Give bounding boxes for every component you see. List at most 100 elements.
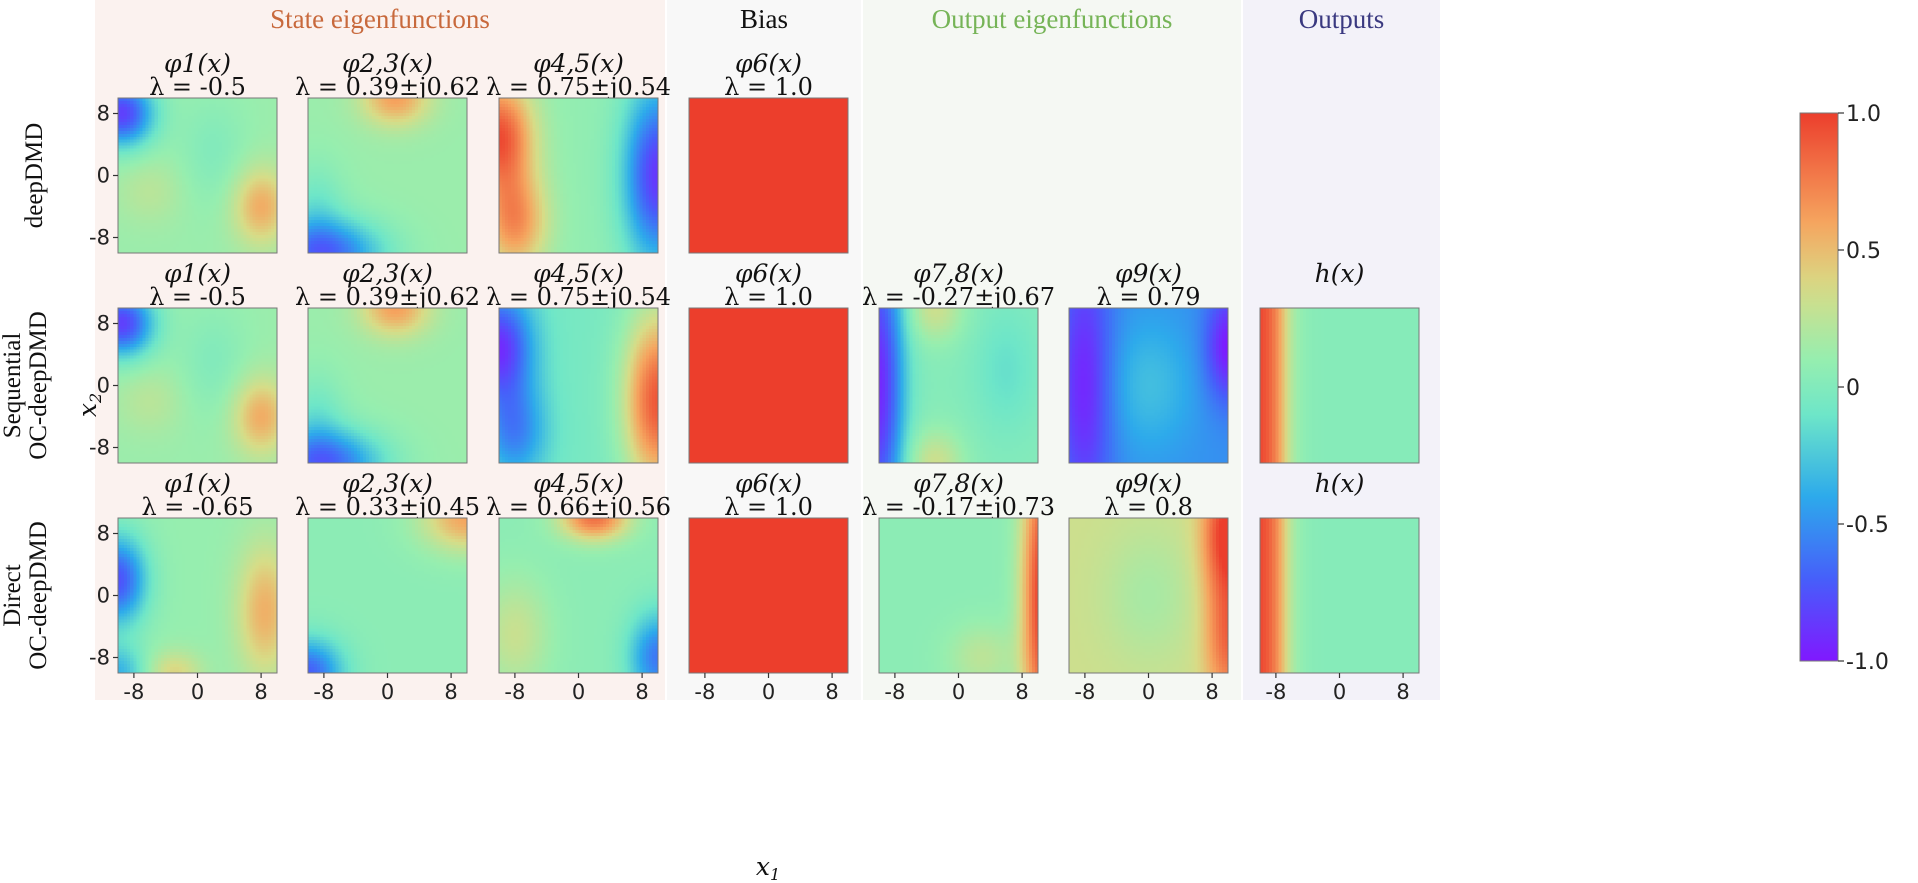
panel-function-label: φ6(x) xyxy=(735,469,802,498)
panel-eigenvalue-label: λ = -0.5 xyxy=(149,283,246,311)
heatmap-cells xyxy=(879,518,1039,674)
x-tick-label: 0 xyxy=(952,680,965,704)
x-tick-label: 8 xyxy=(254,680,267,704)
x-tick-label: -8 xyxy=(884,680,905,704)
section-title-2: Output eigenfunctions xyxy=(932,4,1173,34)
panel-r2-c0: φ1(x)λ = -0.65 8 0 -8 -8 0 8 xyxy=(89,469,278,704)
heatmap-cells xyxy=(689,308,849,464)
panel-frame xyxy=(1068,307,1229,464)
panel-frame xyxy=(688,307,849,464)
heatmap-cells xyxy=(499,518,659,674)
panel-r1-c2: φ4,5(x)λ = 0.75±j0.54 xyxy=(486,259,671,464)
y-tick-label: 0 xyxy=(97,164,110,188)
panel-frame xyxy=(1259,307,1420,464)
panel-eigenvalue-label: λ = 0.75±j0.54 xyxy=(486,73,671,101)
y-tick-label: 8 xyxy=(97,102,110,126)
x-tick-label: 8 xyxy=(825,680,838,704)
section-titles: State eigenfunctions Bias Output eigenfunc… xyxy=(270,4,1384,34)
panel-function-label: φ1(x) xyxy=(164,469,231,498)
section-title-1: Bias xyxy=(740,4,788,34)
panel-function-label: φ2,3(x) xyxy=(342,49,433,78)
x-tick-label: 8 xyxy=(444,680,457,704)
x-tick-label: 0 xyxy=(762,680,775,704)
x-tick-label: -8 xyxy=(1265,680,1286,704)
panel-r0-c3: φ6(x)λ = 1.0 xyxy=(688,49,849,254)
panel-function-label: h(x) xyxy=(1315,469,1365,498)
heatmap-cells xyxy=(689,518,849,674)
y-tick-label: 8 xyxy=(97,522,110,546)
panel-function-label: h(x) xyxy=(1315,259,1365,288)
panel-eigenvalue-label: λ = 0.79 xyxy=(1096,283,1200,311)
panel-function-label: φ9(x) xyxy=(1115,469,1182,498)
panel-frame xyxy=(307,307,468,464)
x-tick-label: 8 xyxy=(1015,680,1028,704)
y-axis-label: x2 xyxy=(73,393,105,417)
panel-eigenvalue-label: λ = 1.0 xyxy=(724,493,813,521)
colorbar-tick-label: -1.0 xyxy=(1846,650,1889,675)
panel-eigenvalue-label: λ = -0.27±j0.67 xyxy=(862,283,1055,311)
panel-function-label: φ7,8(x) xyxy=(913,259,1004,288)
heatmap-cells xyxy=(1069,308,1229,464)
heatmap-cells xyxy=(879,308,1039,464)
heatmap-cells xyxy=(118,98,278,254)
y-tick-label: -8 xyxy=(89,646,110,670)
x-tick-label: -8 xyxy=(1074,680,1095,704)
panel-function-label: φ4,5(x) xyxy=(533,469,624,498)
panel-function-label: φ1(x) xyxy=(164,259,231,288)
x-tick-label: -8 xyxy=(123,680,144,704)
panel-function-label: φ6(x) xyxy=(735,259,802,288)
y-tick-label: -8 xyxy=(89,226,110,250)
panel-function-label: φ4,5(x) xyxy=(533,49,624,78)
x-axis-label: x1 xyxy=(756,852,780,883)
heatmap-cells xyxy=(499,98,659,254)
panel-eigenvalue-label: λ = 1.0 xyxy=(724,283,813,311)
colorbar-tick-label: 1.0 xyxy=(1846,102,1881,127)
panel-frame xyxy=(878,307,1039,464)
panel-r0-c0: φ1(x)λ = -0.5 8 0 -8 xyxy=(89,49,278,254)
panel-frame xyxy=(307,97,468,254)
panel-function-label: φ1(x) xyxy=(164,49,231,78)
panel-frame xyxy=(498,97,659,254)
panel-eigenvalue-label: λ = -0.65 xyxy=(141,493,253,521)
x-tick-label: 0 xyxy=(191,680,204,704)
y-tick-label: 8 xyxy=(97,312,110,336)
panel-function-label: φ4,5(x) xyxy=(533,259,624,288)
panel-eigenvalue-label: λ = 0.8 xyxy=(1104,493,1193,521)
row-label-1: Sequential OC-deepDMD xyxy=(0,311,52,460)
x-tick-label: -8 xyxy=(313,680,334,704)
panel-r1-c1: φ2,3(x)λ = 0.39±j0.62 xyxy=(295,259,480,464)
colorbar-gradient xyxy=(1799,112,1839,662)
panel-r1-c5: φ9(x)λ = 0.79 xyxy=(1068,259,1229,464)
section-title-0: State eigenfunctions xyxy=(270,4,490,34)
heatmap-cells xyxy=(118,518,278,674)
panel-r2-c3: φ6(x)λ = 1.0 -8 0 8 xyxy=(688,469,849,704)
x-tick-label: 0 xyxy=(381,680,394,704)
panel-frame xyxy=(498,307,659,464)
heatmap-cells xyxy=(1069,518,1229,674)
panel-function-label: φ9(x) xyxy=(1115,259,1182,288)
heatmap-cells xyxy=(308,98,468,254)
heatmap-cells xyxy=(499,308,659,464)
panel-r1-c4: φ7,8(x)λ = -0.27±j0.67 xyxy=(862,259,1055,464)
heatmap-panels: φ1(x)λ = -0.580-8φ2,3(x)λ = 0.39±j0.62φ4… xyxy=(89,49,1420,704)
y-tick-label: 0 xyxy=(97,374,110,398)
heatmap-cells xyxy=(1260,308,1420,464)
heatmap-cells xyxy=(308,518,468,674)
row-label-line: OC-deepDMD xyxy=(25,521,52,670)
panel-eigenvalue-label: λ = 0.75±j0.54 xyxy=(486,283,671,311)
panel-r1-c3: φ6(x)λ = 1.0 xyxy=(688,259,849,464)
panel-r0-c1: φ2,3(x)λ = 0.39±j0.62 xyxy=(295,49,480,254)
panel-eigenvalue-label: λ = -0.5 xyxy=(149,73,246,101)
x-tick-label: -8 xyxy=(504,680,525,704)
heatmap-cells xyxy=(689,98,849,254)
colorbar: 1.0 0.5 0 -0.5 -1.0 xyxy=(1799,102,1889,675)
panel-eigenvalue-label: λ = 0.39±j0.62 xyxy=(295,283,480,311)
row-label-line: OC-deepDMD xyxy=(25,311,52,460)
panel-function-label: φ6(x) xyxy=(735,49,802,78)
colorbar-tick-label: 0.5 xyxy=(1846,239,1881,264)
x-tick-label: 8 xyxy=(1396,680,1409,704)
row-label-0: deepDMD xyxy=(21,123,48,229)
panel-eigenvalue-label: λ = 1.0 xyxy=(724,73,813,101)
